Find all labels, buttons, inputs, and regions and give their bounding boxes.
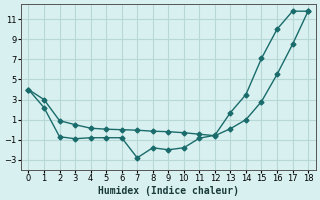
X-axis label: Humidex (Indice chaleur): Humidex (Indice chaleur) <box>98 186 239 196</box>
